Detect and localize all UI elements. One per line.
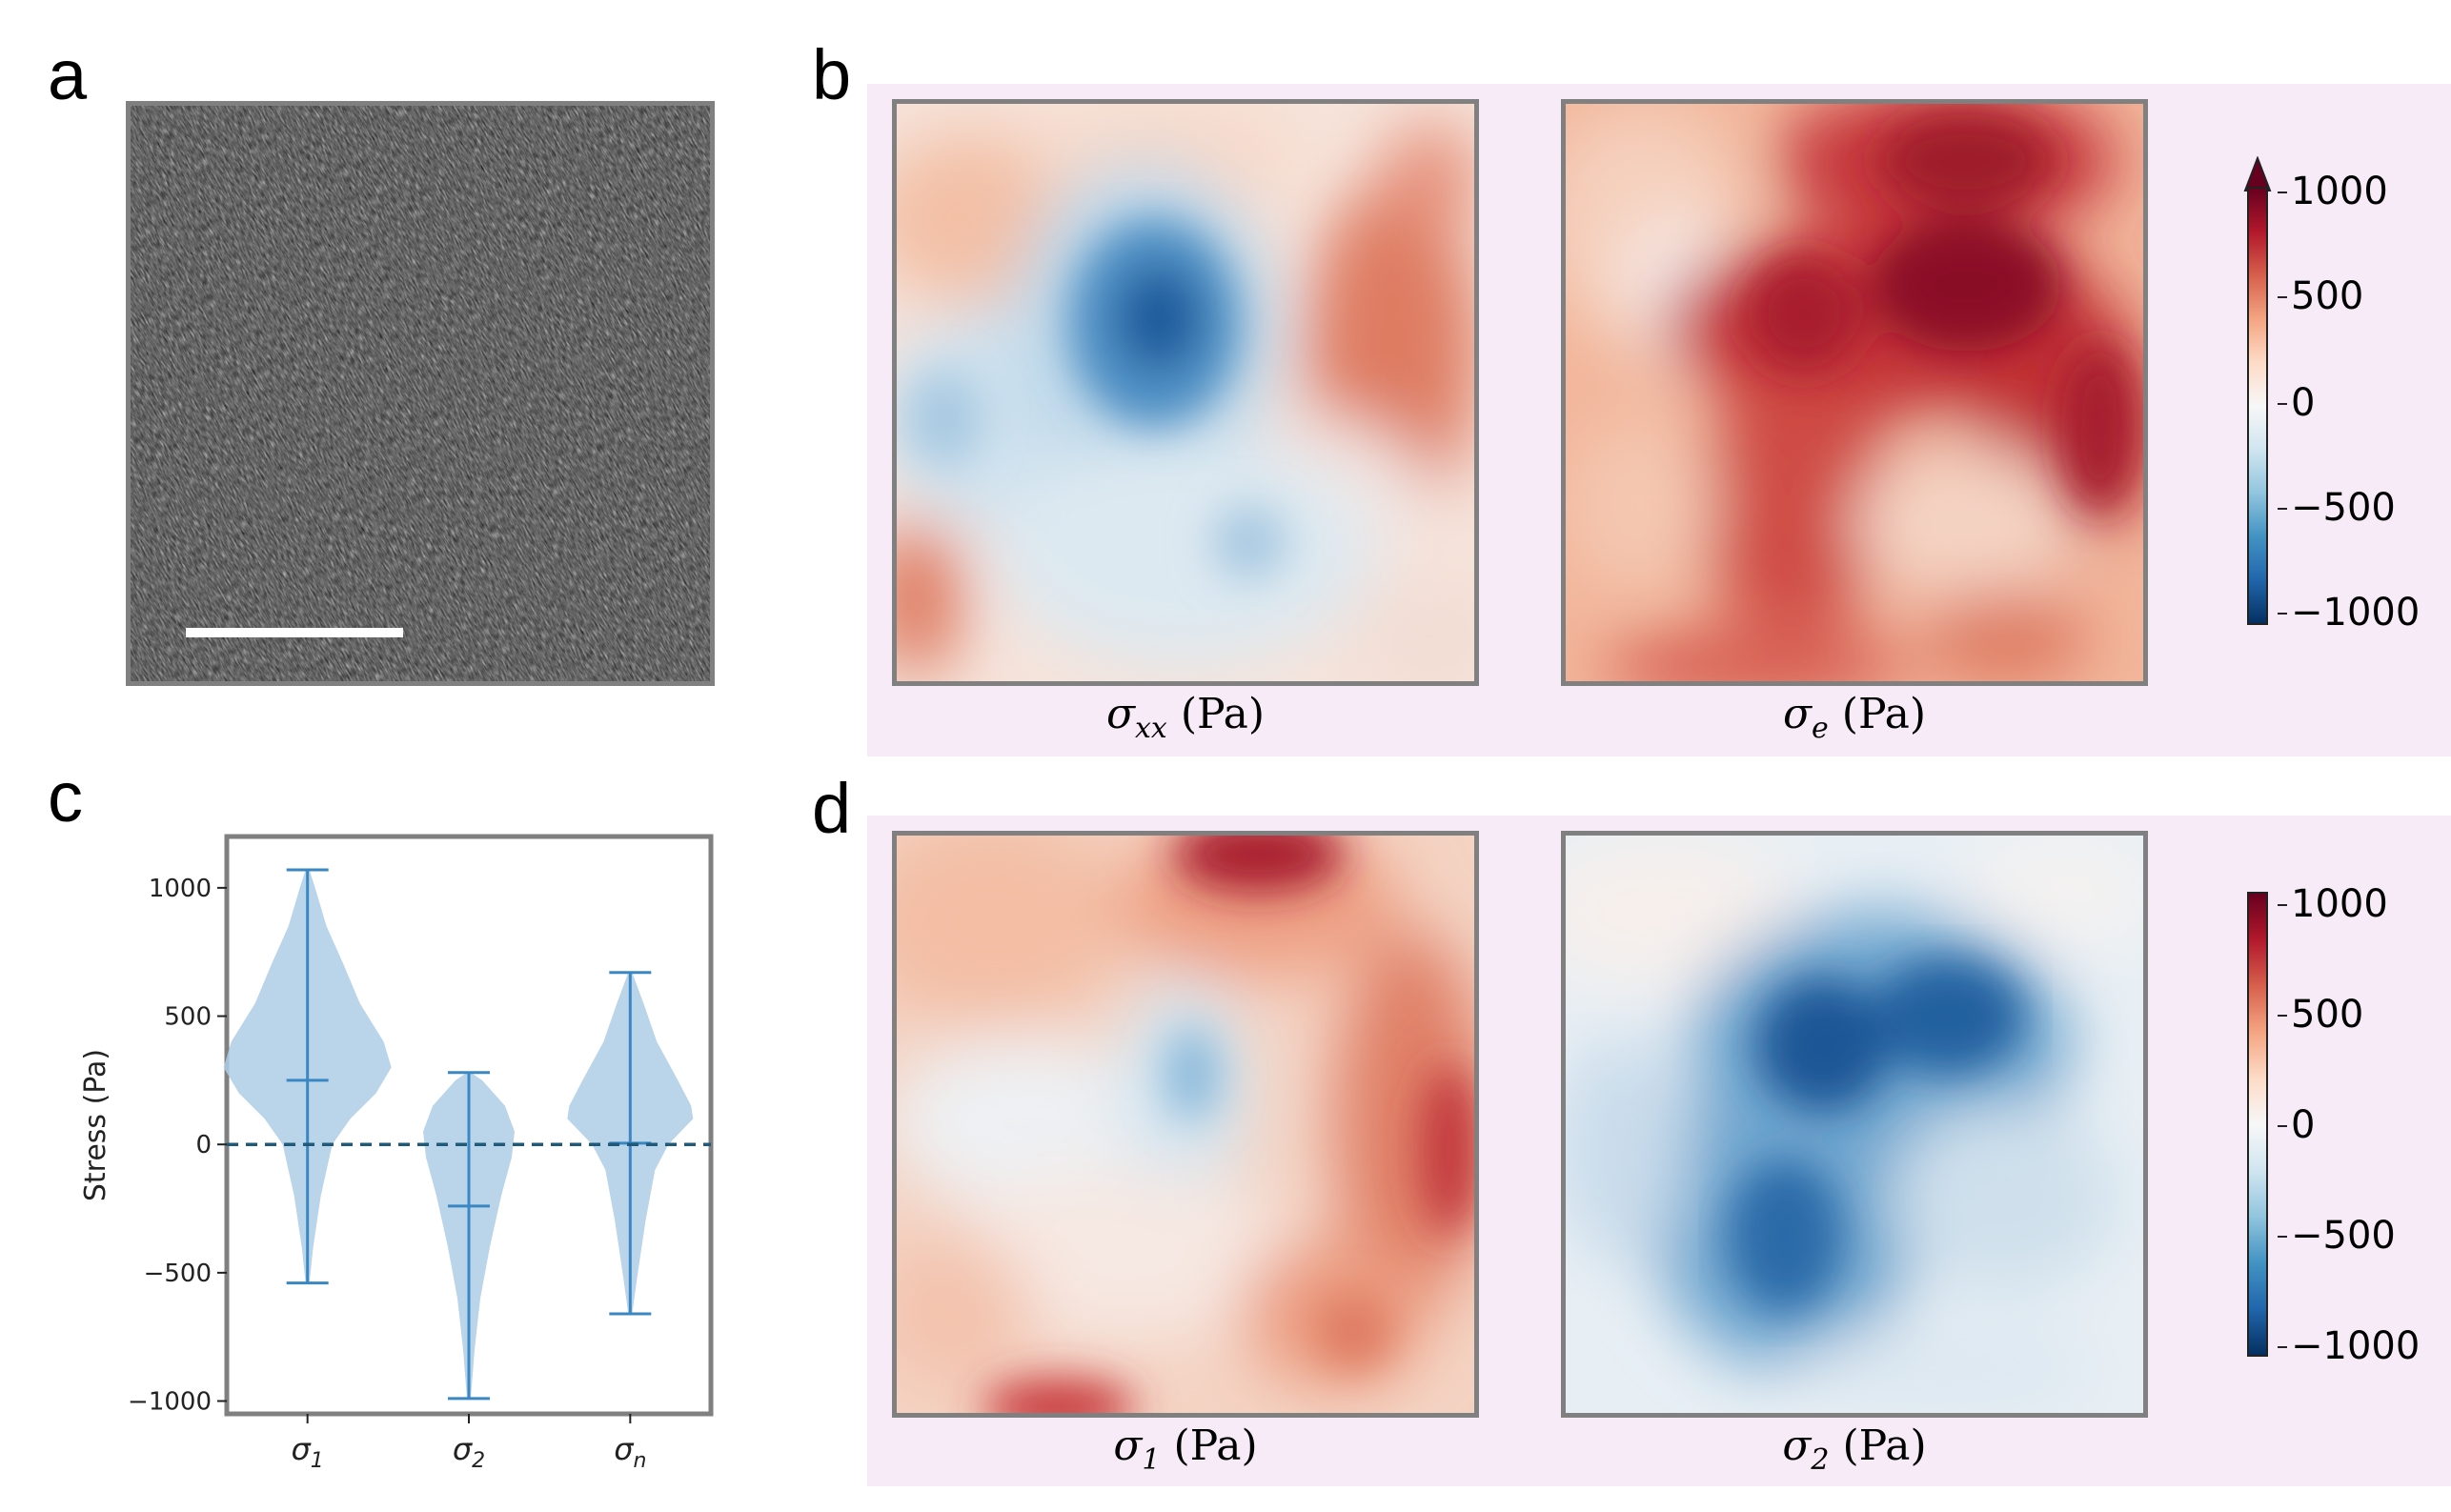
caption-sigma-2: σ2 (Pa) <box>1782 1421 1927 1477</box>
panel-label-c: c <box>48 757 83 837</box>
x-tick-label: σn <box>614 1431 646 1473</box>
caption-sigma-e: σe (Pa) <box>1782 690 1926 745</box>
panel-label-a: a <box>48 35 88 114</box>
panel-label-d: d <box>812 769 852 848</box>
colorbar-b <box>2247 187 2268 625</box>
micrograph-texture <box>131 106 710 681</box>
colorbar-d-tick-1000: 1000 <box>2278 882 2388 926</box>
y-tick-label: −500 <box>144 1260 212 1288</box>
colorbar-b-tick-500: 500 <box>2277 274 2364 318</box>
micrograph-image <box>126 101 715 686</box>
colorbar-d <box>2247 892 2268 1357</box>
y-tick-label: −1000 <box>128 1388 212 1417</box>
heatmap-sigma-e <box>1561 99 2148 686</box>
x-tick-label: σ1 <box>292 1431 324 1473</box>
colorbar-b-tick-neg500: −500 <box>2278 486 2396 530</box>
y-axis-label: Stress (Pa) <box>79 1049 112 1201</box>
heatmap-sigma-2 <box>1561 831 2148 1418</box>
violin-chart: 1000 500 0 −500 −1000 Stress (Pa) σ1 σ2 σn <box>79 834 714 1473</box>
y-tick-label: 0 <box>195 1131 212 1159</box>
caption-sigma-1: σ1 (Pa) <box>1113 1421 1258 1477</box>
colorbar-d-tick-500: 500 <box>2277 993 2364 1037</box>
colorbar-b-tick-0: 0 <box>2277 381 2316 425</box>
y-tick-label: 1000 <box>149 875 212 903</box>
x-tick-label: σ2 <box>453 1431 485 1473</box>
y-tick-label: 500 <box>164 1003 212 1032</box>
colorbar-d-tick-neg1000: −1000 <box>2277 1324 2421 1368</box>
colorbar-d-tick-0: 0 <box>2277 1103 2316 1147</box>
panel-label-b: b <box>812 35 852 114</box>
colorbar-b-tick-neg1000: −1000 <box>2277 591 2421 635</box>
scale-bar <box>186 628 403 637</box>
caption-sigma-xx: σxx (Pa) <box>1105 690 1266 745</box>
violin-plot-area: 1000 500 0 −500 −1000 Stress (Pa) σ1 σ2 σn <box>79 834 714 1473</box>
heatmap-sigma-1 <box>892 831 1479 1418</box>
colorbar-b-tick-1000: 1000 <box>2278 170 2388 213</box>
heatmap-sigma-xx <box>892 99 1479 686</box>
colorbar-d-tick-neg500: −500 <box>2278 1214 2396 1258</box>
